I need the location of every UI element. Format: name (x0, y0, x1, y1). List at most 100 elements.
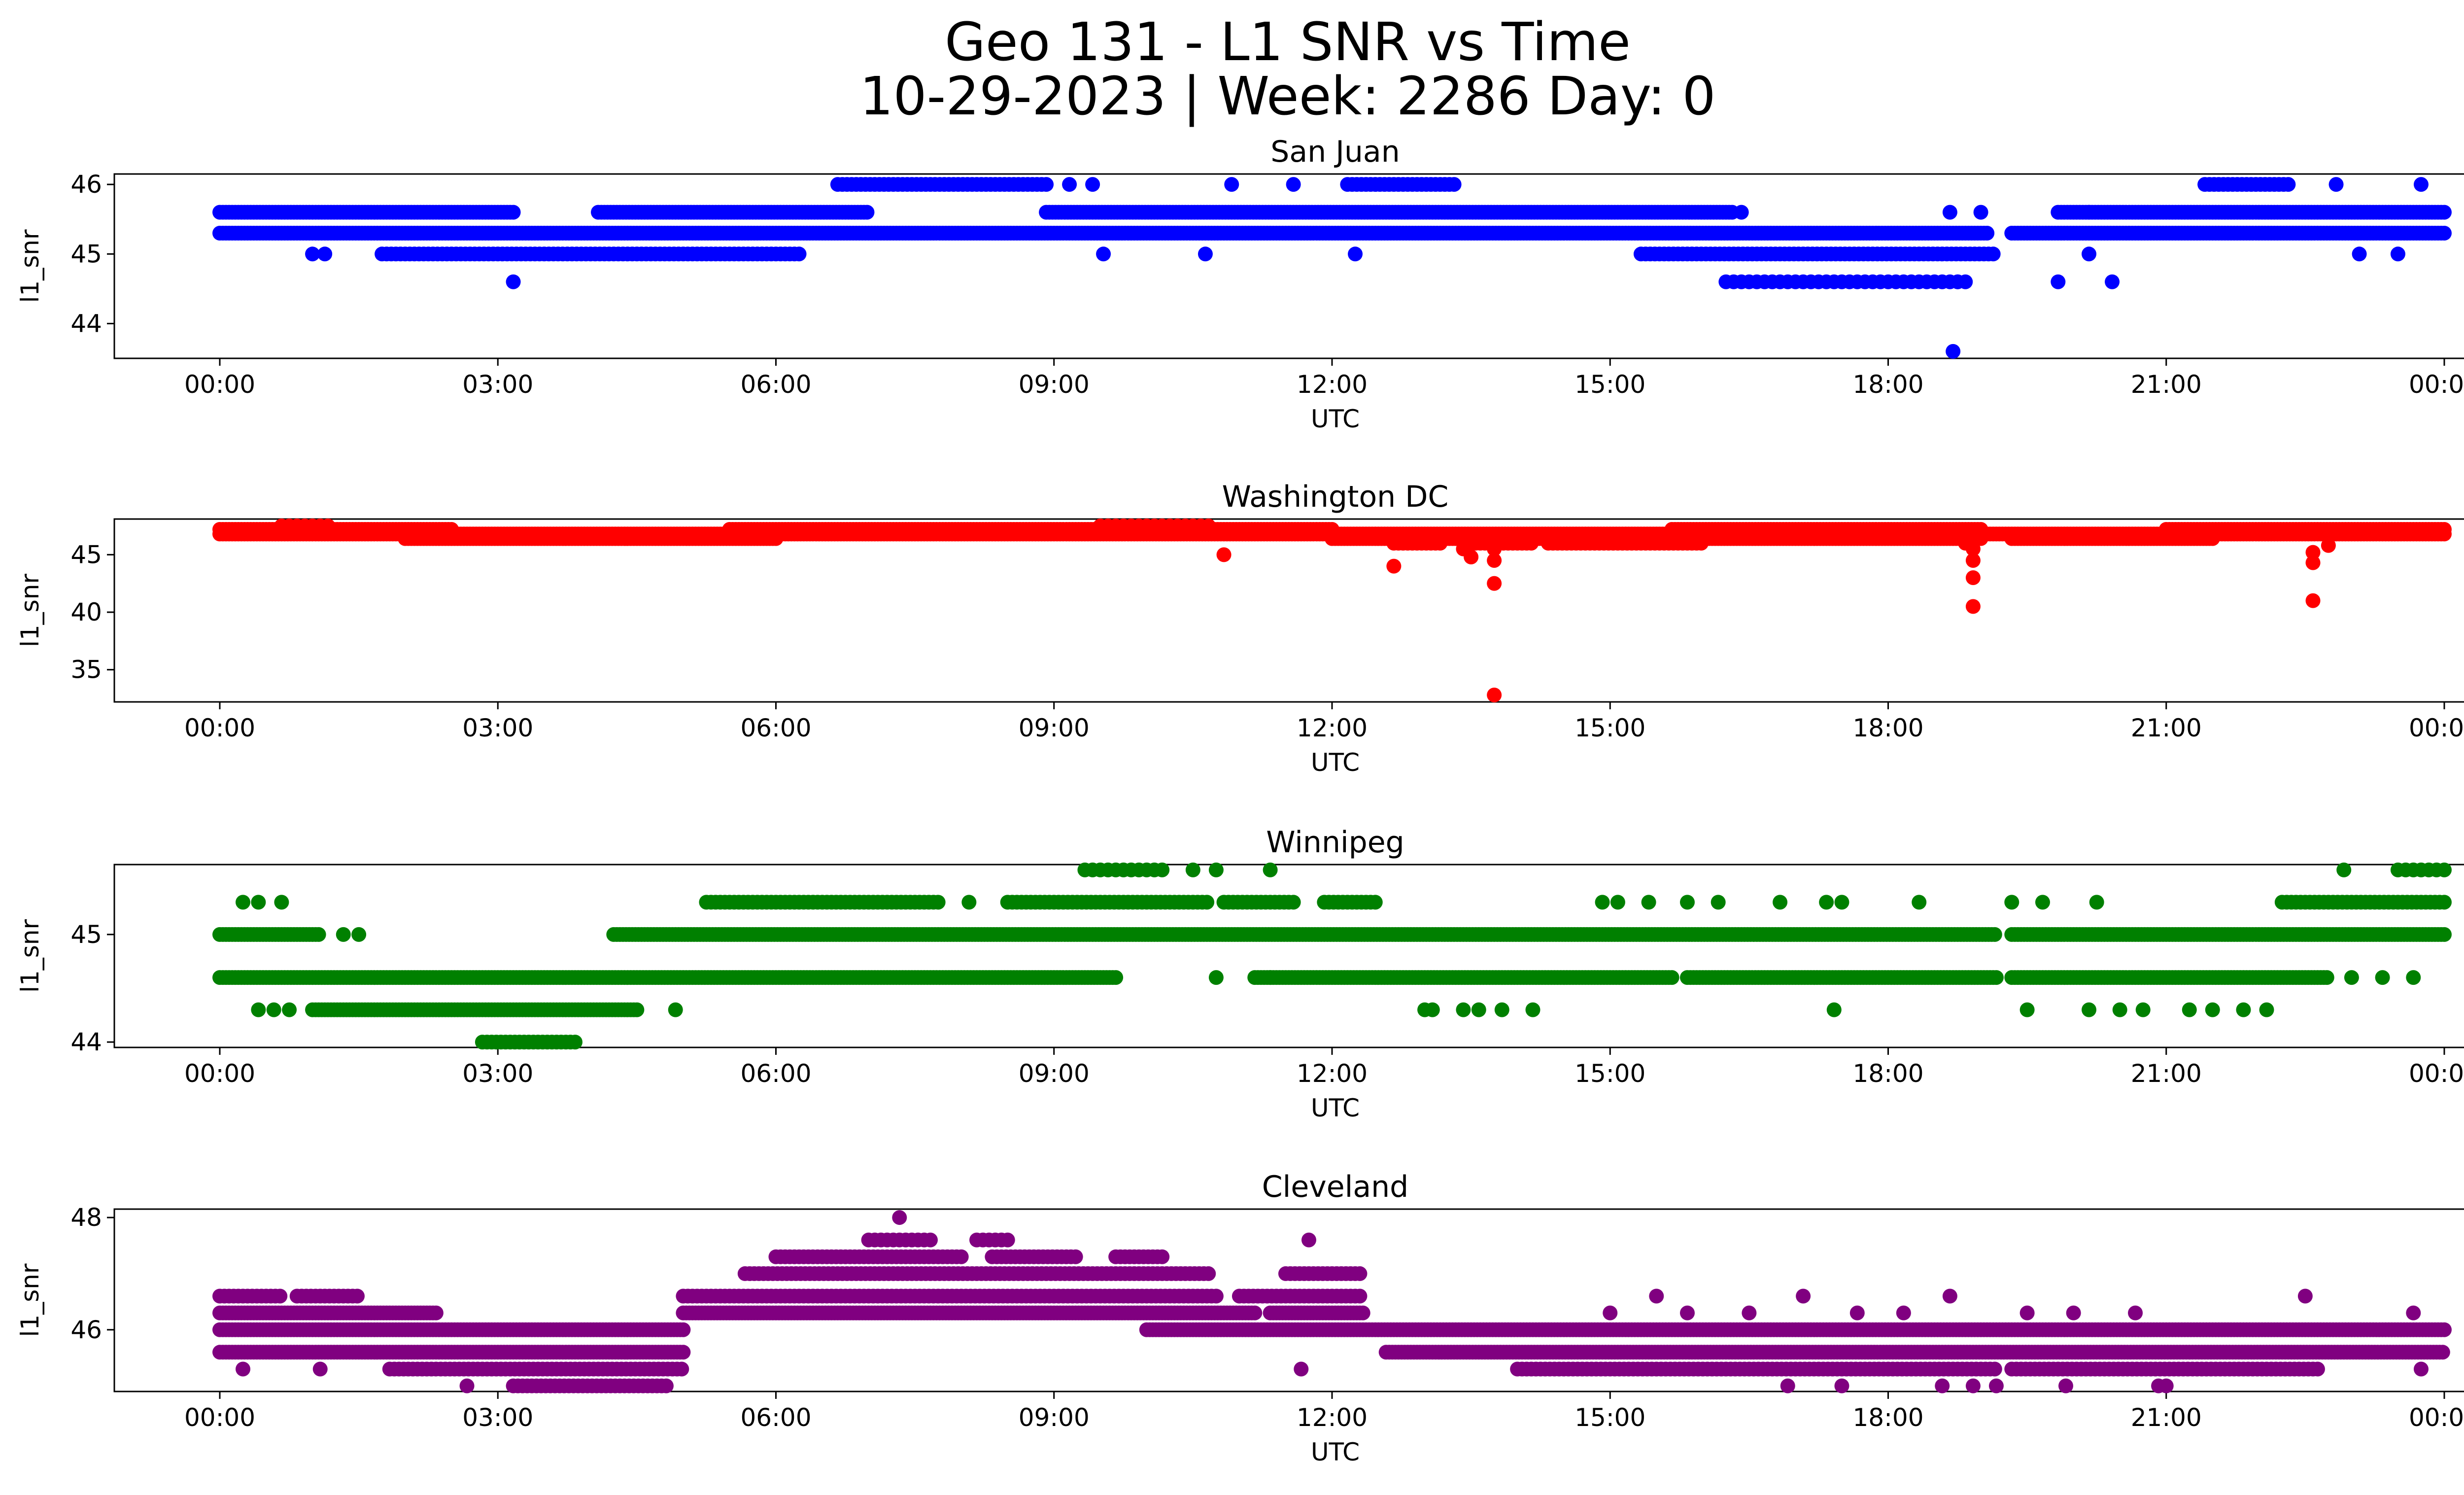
data-point (305, 246, 320, 262)
data-point (1985, 246, 2001, 262)
y-tick-label: 45 (70, 920, 102, 949)
data-point (1826, 1002, 1842, 1017)
data-point (1524, 536, 1539, 551)
data-point (1525, 1002, 1540, 1017)
data-point (1155, 862, 1170, 877)
x-tick-label: 21:00 (2131, 370, 2202, 399)
data-point (1185, 862, 1200, 877)
data-point (668, 1002, 683, 1017)
data-point (336, 927, 351, 942)
data-point (2105, 274, 2120, 289)
plot-area (113, 173, 2464, 359)
scatter-series (212, 177, 2452, 359)
data-point (317, 246, 333, 262)
data-point (1734, 205, 1749, 220)
subplot-title: Winnipeg (1266, 825, 1404, 860)
data-point (2112, 1002, 2127, 1017)
data-point (1980, 225, 1995, 241)
data-point (1456, 541, 1471, 556)
x-tick-label: 00:00 (184, 714, 255, 742)
x-tick-label: 12:00 (1297, 714, 1368, 742)
x-tick-label: 15:00 (1574, 1059, 1645, 1088)
data-point (2205, 531, 2220, 546)
figure-title-line2: 10-29-2023 | Week: 2286 Day: 0 (859, 66, 1716, 127)
x-tick-label: 00:00 (184, 1403, 255, 1432)
data-point (1487, 688, 1502, 702)
plot-area (113, 518, 2464, 703)
data-point (1958, 536, 1973, 551)
x-tick-label: 21:00 (2131, 714, 2202, 742)
data-point (2437, 862, 2452, 877)
data-point (2328, 177, 2344, 192)
data-point (311, 927, 326, 942)
x-tick-label: 09:00 (1019, 370, 1090, 399)
data-point (1973, 531, 1988, 546)
x-tick-label: 18:00 (1852, 714, 1923, 742)
data-point (2004, 895, 2019, 910)
data-point (1965, 553, 1981, 568)
x-tick-label: 03:00 (462, 1403, 533, 1432)
data-point (2352, 246, 2367, 262)
data-point (1348, 246, 1363, 262)
data-point (282, 1002, 297, 1017)
data-point (1039, 177, 1054, 192)
x-tick-label: 06:00 (740, 714, 811, 742)
data-point (1834, 895, 1849, 910)
data-point (2305, 593, 2321, 608)
data-point (1711, 895, 1726, 910)
plot-area (113, 864, 2464, 1048)
data-point (251, 1002, 266, 1017)
data-point (1201, 519, 1216, 533)
data-point (1664, 970, 1679, 985)
data-point (2205, 1002, 2220, 1017)
data-point (274, 895, 289, 910)
data-point (1368, 895, 1383, 910)
data-point (1198, 246, 1213, 262)
data-point (1988, 970, 2004, 985)
data-point (1199, 895, 1215, 910)
data-point (1946, 344, 1961, 359)
x-tick-label: 03:00 (462, 714, 533, 742)
data-point (1263, 862, 1278, 877)
data-point (1819, 895, 1834, 910)
data-point (1096, 246, 1111, 262)
data-point (768, 531, 784, 546)
data-point (1208, 970, 1224, 985)
data-point (2319, 970, 2334, 985)
subplot-title: Cleveland (1262, 1170, 1408, 1204)
x-tick-label: 12:00 (1297, 1059, 1368, 1088)
data-point (1965, 599, 1981, 614)
x-tick-label: 06:00 (740, 1059, 811, 1088)
x-axis-label: UTC (1311, 405, 1360, 433)
data-point (1224, 177, 1239, 192)
data-point (2259, 1002, 2274, 1017)
data-point (1487, 576, 1502, 591)
data-point (2305, 555, 2321, 570)
x-tick-label: 06:00 (740, 1403, 811, 1432)
data-point (506, 274, 521, 289)
x-tick-label: 00:00 (2409, 1059, 2464, 1088)
data-point (1773, 895, 1788, 910)
data-point (629, 1002, 645, 1017)
data-point (2437, 895, 2452, 910)
data-point (1085, 177, 1100, 192)
data-point (2281, 177, 2296, 192)
data-point (2321, 538, 2336, 553)
x-tick-label: 00:00 (184, 1059, 255, 1088)
data-point (1456, 1002, 1471, 1017)
x-tick-label: 09:00 (1019, 1403, 1090, 1432)
data-point (2089, 895, 2104, 910)
x-tick-label: 00:00 (2409, 1403, 2464, 1432)
data-point (2437, 526, 2452, 542)
data-point (351, 927, 367, 942)
data-point (1679, 895, 1695, 910)
data-point (1694, 536, 1709, 551)
data-point (930, 895, 946, 910)
y-tick-label: 48 (70, 1203, 102, 1232)
scatter-series (212, 1210, 2452, 1393)
data-point (236, 895, 251, 910)
data-point (2344, 970, 2359, 985)
x-tick-label: 21:00 (2131, 1059, 2202, 1088)
